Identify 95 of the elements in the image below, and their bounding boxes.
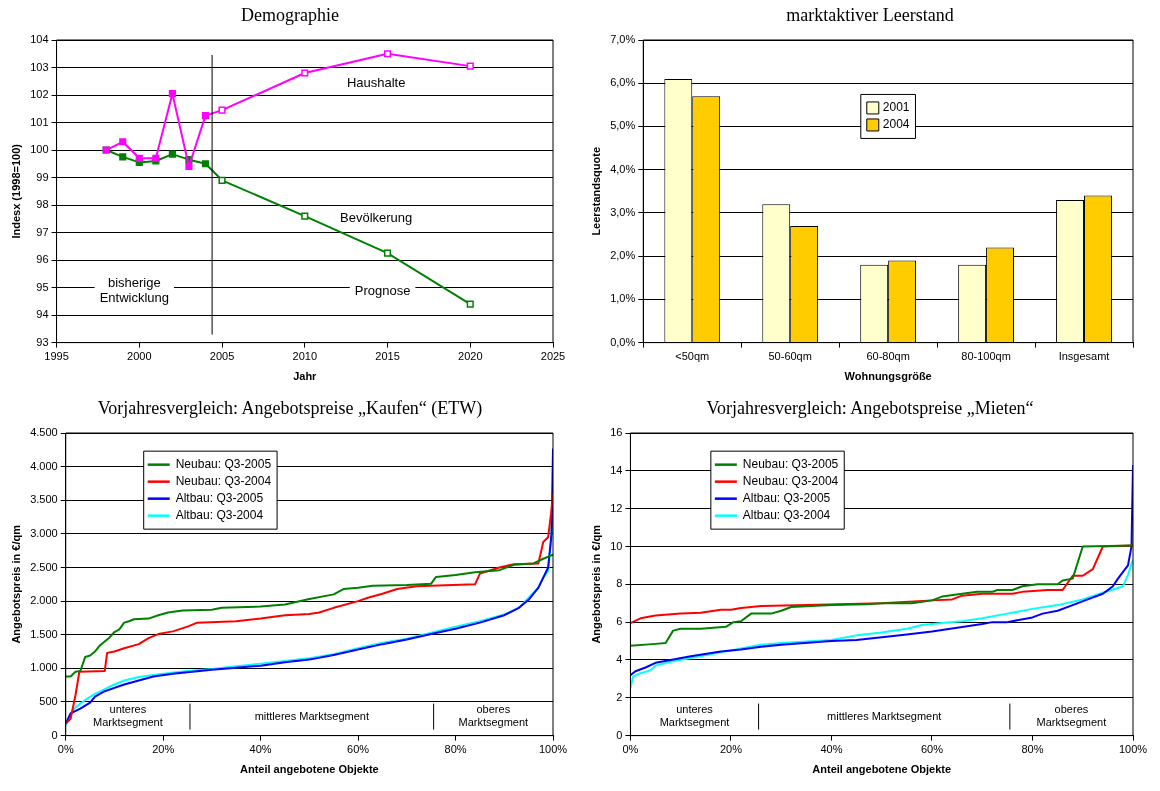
y-tick-label: 98 [36,198,49,211]
series-label: Haushalte [346,74,406,90]
y-tick-label: 101 [30,115,49,128]
legend-label: Altbau: Q3-2004 [175,507,264,522]
x-tick-label: 40% [249,743,272,756]
y-tick-label: 4 [616,652,623,665]
x-tick-label: 0% [622,743,639,756]
x-tick-label: 2005 [209,350,235,363]
y-axis-title: Angebotspreis in €/qm [9,524,22,644]
y-tick-label: 1.500 [30,627,58,640]
x-tick-label: 80% [444,743,467,756]
annotation: mittleres Marktsegment [254,709,369,722]
x-tick-label: 60-80qm [866,350,910,363]
legend-label: Neubau: Q3-2005 [742,456,839,471]
y-axis-title: Angebotspreis in €/qm [589,524,602,644]
x-tick-label: 100% [538,743,568,756]
y-tick-label: 3.000 [30,526,58,539]
y-tick-label: 4,0% [610,162,636,175]
x-tick-label: 2000 [127,350,152,363]
y-tick-label: 5,0% [610,119,636,132]
x-tick-label: Insgesamt [1058,350,1110,363]
y-tick-label: 95 [36,280,49,293]
legend-label: Altbau: Q3-2005 [175,490,264,505]
legend-label: Altbau: Q3-2004 [742,507,831,522]
chart-title: Vorjahresvergleich: Angebotspreise „Mieten“ [705,397,1035,420]
y-axis-title: Indesx (1998=100) [9,143,22,239]
x-tick-label: 100% [1118,743,1148,756]
legend-label: Altbau: Q3-2005 [742,490,831,505]
y-tick-label: 6,0% [610,76,636,89]
series-label: Bevölkerung [340,210,413,226]
x-axis-title: Wohnungsgröße [844,370,932,383]
annotation: oberes Marktsegment [458,703,529,729]
x-tick-label: 60% [347,743,370,756]
y-tick-label: 96 [36,253,49,266]
chart-title: Vorjahresvergleich: Angebotspreise „Kaufen“ (ETW) [96,397,484,420]
chart-title: marktaktiver Leerstand [785,4,955,27]
x-tick-label: 20% [152,743,175,756]
annotation: unteres Marktsegment [659,703,730,729]
legend-label: 2001 [882,100,910,115]
y-tick-label: 0 [616,728,623,741]
legend-label: Neubau: Q3-2005 [175,456,272,471]
y-tick-label: 1.000 [30,661,58,674]
y-tick-label: 10 [610,539,623,552]
annotation: Prognose [354,282,411,298]
legend-label: 2004 [882,117,910,132]
y-tick-label: 93 [36,335,49,348]
x-tick-label: <50qm [675,350,710,363]
x-tick-label: 1995 [44,350,69,363]
y-tick-label: 2.500 [30,560,58,573]
y-tick-label: 99 [36,170,49,183]
y-tick-label: 2,0% [610,249,636,262]
x-tick-label: 2020 [458,350,483,363]
x-tick-label: 80-100qm [961,350,1011,363]
x-tick-label: 80% [1021,743,1044,756]
y-tick-label: 0 [51,728,58,741]
y-tick-label: 4.500 [30,426,58,439]
y-tick-label: 8 [616,577,623,590]
y-tick-label: 0,0% [610,335,636,348]
annotation: oberes Marktsegment [1036,703,1107,729]
chart-title: Demographie [240,4,340,27]
y-tick-label: 97 [36,225,49,238]
y-tick-label: 6 [616,615,623,628]
x-tick-label: 0% [57,743,74,756]
y-tick-label: 3,0% [610,205,636,218]
legend-label: Neubau: Q3-2004 [175,473,272,488]
y-tick-label: 100 [30,143,49,156]
y-tick-label: 2.000 [30,594,58,607]
x-axis-title: Anteil angebotene Objekte [239,763,379,776]
x-axis-title: Jahr [293,370,318,383]
y-tick-label: 500 [39,695,58,708]
y-tick-label: 94 [36,308,49,321]
x-tick-label: 40% [820,743,843,756]
y-tick-label: 3.500 [30,493,58,506]
x-tick-label: 2015 [375,350,400,363]
y-axis-title: Leerstandsquote [589,146,602,236]
y-tick-label: 14 [610,463,623,476]
annotation: bisherige Entwicklung [99,275,170,306]
legend-label: Neubau: Q3-2004 [742,473,839,488]
x-tick-label: 2025 [540,350,566,363]
y-tick-label: 104 [30,33,49,46]
y-tick-label: 4.000 [30,459,58,472]
x-axis-title: Anteil angebotene Objekte [812,763,952,776]
y-tick-label: 16 [610,426,623,439]
x-tick-label: 20% [719,743,743,756]
annotation: mittleres Marktsegment [827,709,942,722]
y-tick-label: 12 [610,501,623,514]
x-tick-label: 50-60qm [768,350,812,363]
x-tick-label: 2010 [292,350,318,363]
annotation: unteres Marktsegment [93,703,163,729]
y-tick-label: 2 [616,690,623,703]
y-tick-label: 7,0% [610,33,636,46]
x-tick-label: 60% [920,743,944,756]
y-tick-label: 103 [30,60,49,73]
y-tick-label: 102 [30,88,49,101]
y-tick-label: 1,0% [610,292,636,305]
